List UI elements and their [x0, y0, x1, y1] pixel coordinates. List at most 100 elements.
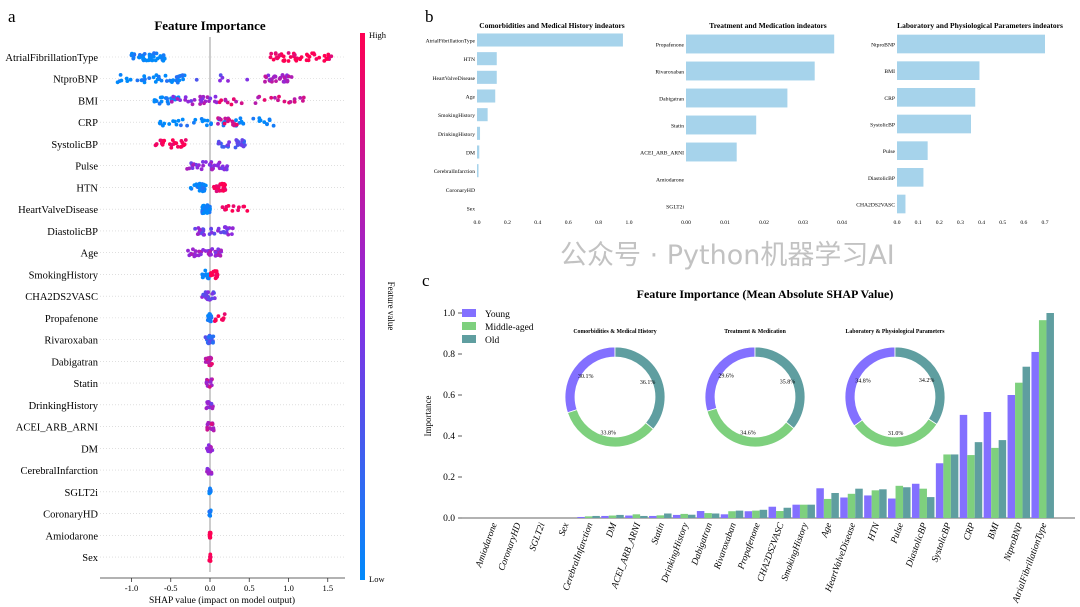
shap-point: [227, 140, 232, 145]
shap-point: [193, 252, 198, 257]
shap-point: [233, 145, 238, 150]
feature-label: DiastolicBP: [47, 227, 98, 238]
shap-point: [196, 253, 201, 258]
shap-point: [180, 117, 185, 122]
shap-point: [207, 509, 212, 514]
x-tick-label: 0.2: [936, 220, 943, 226]
shap-point: [154, 142, 159, 146]
shap-point: [170, 80, 174, 84]
shap-point: [185, 123, 190, 128]
feature-label: CHA2DS2VASC: [25, 292, 98, 303]
bar: [897, 168, 924, 187]
bar-young: [1031, 351, 1039, 518]
shap-point: [115, 80, 120, 85]
shap-point: [282, 99, 287, 104]
bar: [897, 34, 1045, 54]
shap-point: [202, 232, 207, 237]
x-tick-label: 0.0: [205, 583, 216, 593]
bar-old: [759, 509, 768, 518]
shap-point: [301, 95, 306, 100]
x-tick-label: 0.0: [474, 220, 481, 226]
shap-point: [288, 100, 293, 104]
bar-label: CRP: [884, 96, 895, 102]
shap-point: [188, 186, 193, 190]
shap-point: [237, 121, 242, 125]
bar-middle-aged: [1015, 382, 1023, 518]
x-tick-label: 1.0: [283, 583, 294, 593]
shap-point: [176, 144, 180, 149]
bar-old: [592, 515, 600, 518]
shap-point: [192, 120, 196, 125]
shap-point: [281, 58, 286, 63]
bar-label: DiastolicBP: [868, 176, 895, 182]
x-tick-label: 0.2: [504, 220, 511, 226]
shap-point: [192, 183, 197, 188]
bar: [477, 145, 480, 159]
shap-point: [193, 226, 198, 231]
shap-point: [210, 167, 215, 172]
colorbar: [360, 33, 365, 580]
shap-point: [231, 204, 236, 209]
bar: [686, 34, 835, 54]
bar-old: [735, 510, 744, 518]
shap-point: [239, 101, 244, 106]
feature-label: BMI: [78, 96, 98, 107]
donut-wedge-young: [844, 346, 896, 427]
shap-point: [205, 118, 210, 123]
shap-point: [245, 209, 250, 213]
shap-point: [142, 80, 147, 85]
feature-label: SystolicBP: [51, 140, 98, 151]
shap-point: [281, 54, 286, 59]
shap-point: [274, 79, 278, 83]
shap-point: [312, 52, 317, 57]
shap-point: [219, 248, 224, 253]
shap-point: [224, 225, 229, 230]
shap-point: [256, 95, 260, 100]
bar-old: [711, 513, 720, 518]
shap-point: [124, 76, 129, 81]
shap-point: [174, 141, 179, 146]
shap-point: [183, 98, 188, 102]
shap-point: [147, 76, 152, 80]
shap-point: [208, 513, 213, 518]
colorbar-title: Feature value: [386, 282, 396, 331]
shap-point: [183, 138, 188, 142]
bar: [897, 141, 928, 160]
x-tick-label: Dabigatran: [690, 521, 715, 567]
shap-point: [209, 227, 214, 231]
feature-label: Amiodarone: [46, 531, 99, 542]
shap-point: [189, 252, 194, 256]
shap-point: [169, 145, 174, 150]
legend-swatch: [462, 322, 476, 330]
bar-middle-aged: [799, 504, 808, 518]
shap-point: [263, 74, 268, 79]
shap-point: [292, 53, 297, 57]
panel-b-bar-charts: Comorbidities and Medical History indeat…: [426, 21, 1063, 226]
bar-label: Amiodarone: [656, 178, 684, 184]
bar-label: HTN: [464, 57, 476, 63]
bar-old: [831, 492, 839, 518]
shap-point: [237, 205, 241, 210]
shap-point: [289, 75, 294, 79]
bar-middle-aged: [704, 513, 712, 518]
shap-point: [206, 449, 211, 454]
shap-point: [176, 118, 181, 123]
bar: [477, 52, 497, 66]
shap-point: [210, 296, 215, 301]
y-tick-label: 0.8: [443, 350, 455, 360]
shap-point: [129, 53, 134, 57]
feature-label: Statin: [73, 379, 98, 390]
shap-point: [187, 166, 192, 171]
shap-point: [277, 53, 282, 58]
shap-point: [186, 99, 191, 104]
shap-point: [119, 78, 124, 83]
x-tick-label: 0.6: [565, 220, 572, 226]
x-tick-label: 0.02: [759, 220, 769, 226]
shap-point: [242, 204, 247, 209]
bar-middle-aged: [656, 515, 665, 518]
shap-point: [197, 227, 202, 232]
x-tick-label: 0.5: [999, 220, 1006, 226]
shap-point: [166, 101, 171, 106]
legend-swatch: [462, 309, 476, 317]
